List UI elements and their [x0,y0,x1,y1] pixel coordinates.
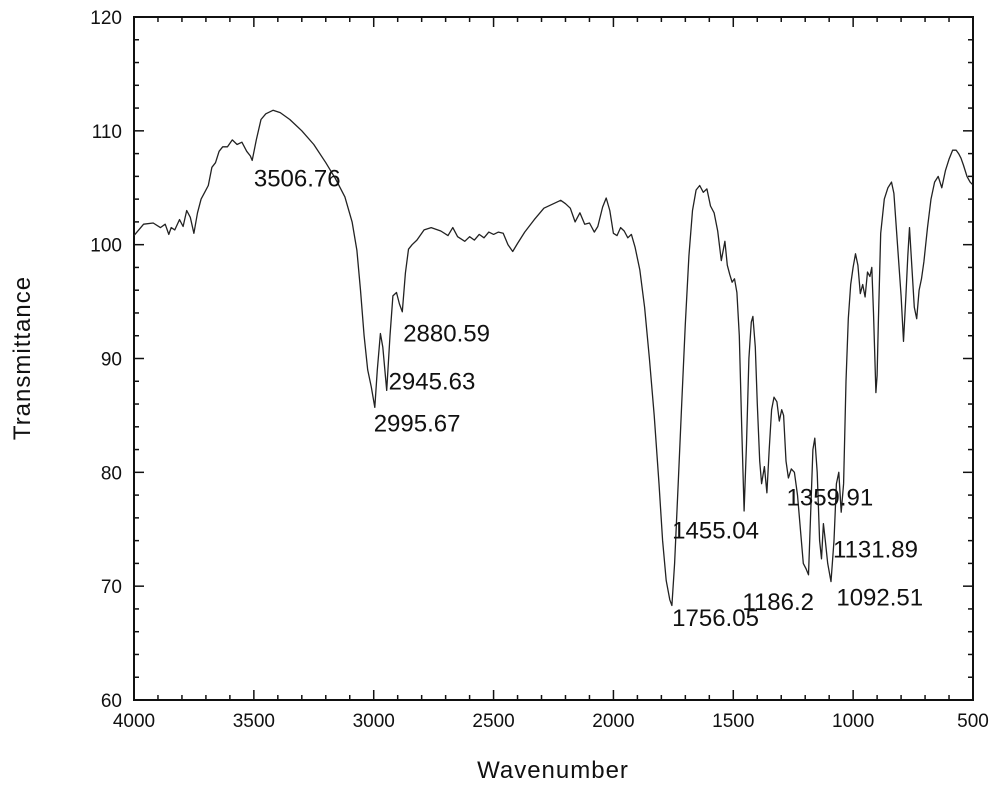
peak-label: 1359.91 [787,484,874,511]
y-axis-title: Transmittance [9,276,36,440]
x-tick-label: 1000 [832,711,874,732]
peak-label: 2995.67 [374,410,461,437]
x-tick-label: 3000 [353,711,395,732]
axis-tick-labels: 4000 3500 3000 2500 2000 1500 1000 500 60 70 80 90 1… [90,8,989,732]
peak-label: 2880.59 [403,320,490,347]
y-tick-label: 90 [101,350,122,371]
y-tick-label: 70 [101,577,122,598]
x-tick-label: 2500 [472,711,514,732]
peak-label: 1756.05 [672,605,759,632]
peak-label: 1186.2 [742,589,814,616]
x-tick-label: 2000 [592,711,634,732]
x-tick-label: 1500 [712,711,754,732]
y-tick-label: 110 [92,122,122,143]
peak-label: 1131.89 [833,537,918,564]
peak-annotations: 3506.76 2880.59 2945.63 2995.67 1359.91 1455.… [254,166,923,632]
y-tick-label: 80 [101,463,122,484]
axis-ticks [133,16,974,701]
peak-label: 1092.51 [836,585,923,612]
x-axis-title: Wavenumber [477,757,629,784]
x-tick-label: 3500 [233,711,275,732]
y-tick-label: 60 [101,691,122,712]
y-tick-label: 100 [90,236,122,257]
x-tick-label: 4000 [113,711,155,732]
peak-label: 3506.76 [254,166,341,193]
x-tick-label: 500 [957,711,989,732]
peak-label: 2945.63 [389,368,476,395]
peak-label: 1455.04 [672,517,759,544]
y-tick-label: 120 [90,8,122,29]
series-line [133,109,973,607]
